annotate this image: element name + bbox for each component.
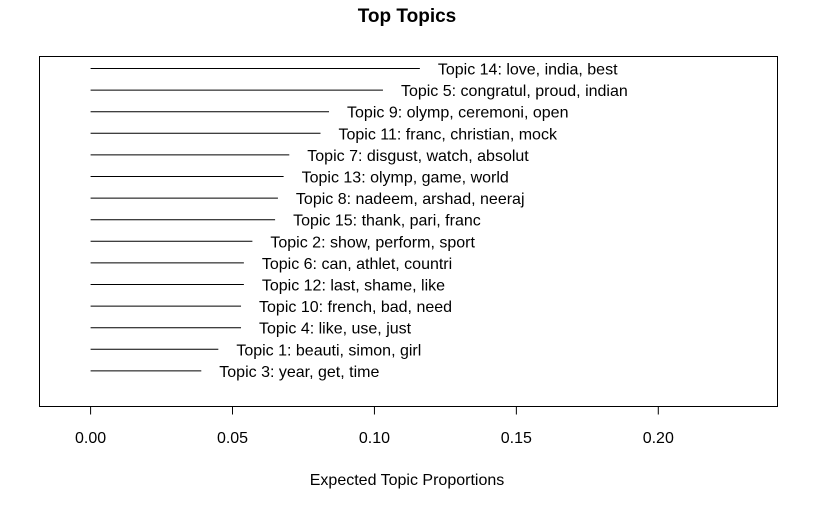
bar-label: Topic 11: franc, christian, mock (339, 126, 558, 143)
bar-label: Topic 7: disgust, watch, absolut (307, 148, 529, 165)
bar-label: Topic 2: show, perform, sport (270, 234, 475, 251)
bar-label: Topic 14: love, india, best (438, 62, 618, 79)
x-tick-label: 0.10 (359, 430, 390, 447)
x-axis: 0.00 0.05 0.10 0.15 0.20 (75, 406, 674, 447)
bar-label: Topic 12: last, shame, like (262, 278, 445, 295)
bar-label: Topic 8: nadeem, arshad, neeraj (296, 191, 525, 208)
x-tick-label: 0.15 (501, 430, 532, 447)
x-tick-label: 0.00 (75, 430, 106, 447)
x-axis-label: Expected Topic Proportions (310, 472, 504, 489)
bar-label: Topic 10: french, bad, need (259, 299, 452, 316)
x-tick-label: 0.20 (643, 430, 674, 447)
bar-label: Topic 15: thank, pari, franc (293, 213, 481, 230)
bar-label: Topic 9: olymp, ceremoni, open (347, 105, 568, 122)
bar-label: Topic 4: like, use, just (259, 321, 412, 338)
chart-title: Top Topics (358, 6, 457, 27)
x-tick-label: 0.05 (217, 430, 248, 447)
bars-layer: Topic 14: love, india, best Topic 5: cong… (90, 62, 628, 381)
bar-label: Topic 13: olymp, game, world (302, 170, 509, 187)
bar-label: Topic 6: can, athlet, countri (262, 256, 452, 273)
plot-frame (39, 56, 778, 407)
bar-label: Topic 1: beauti, simon, girl (236, 342, 421, 359)
bar-label: Topic 5: congratul, proud, indian (401, 83, 628, 100)
bar-label: Topic 3: year, get, time (219, 364, 379, 381)
